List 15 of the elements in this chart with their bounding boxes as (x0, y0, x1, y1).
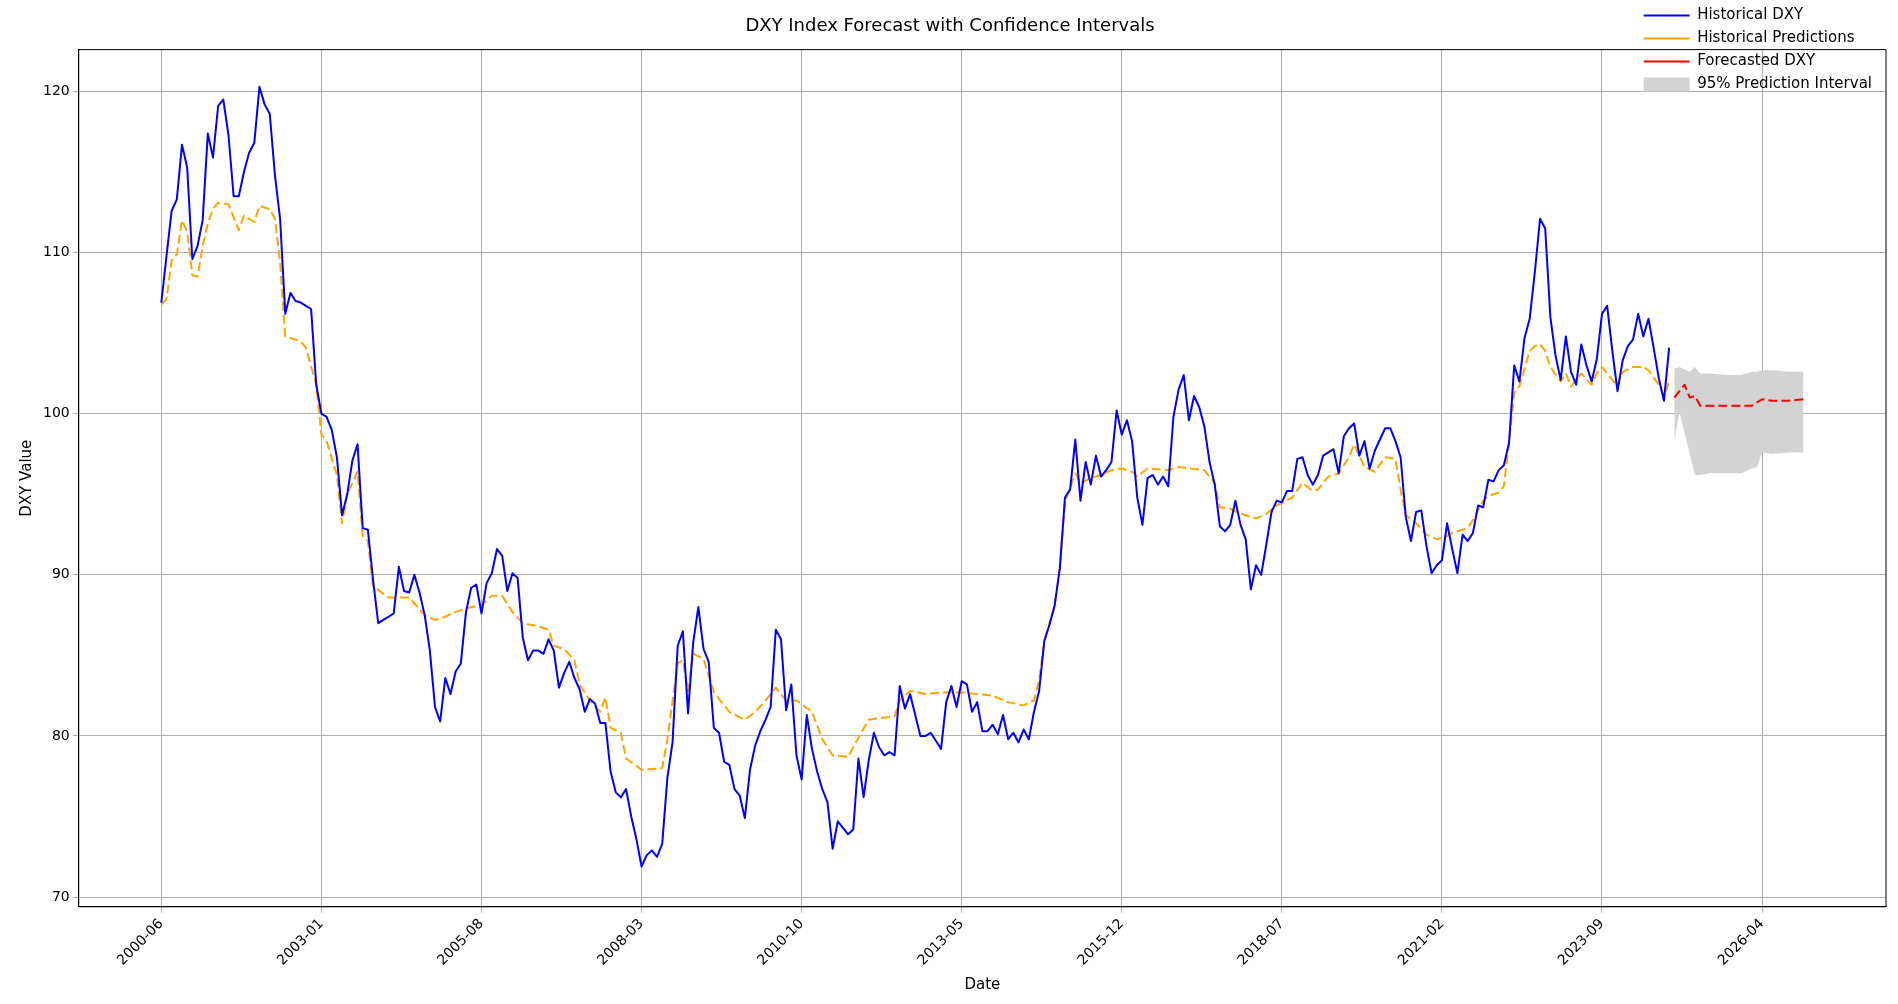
chart-title: DXY Index Forecast with Confidence Intervals (745, 14, 1155, 36)
line-series (1673, 383, 1805, 407)
y-tick-label: 120 (42, 82, 70, 99)
y-axis-title: DXY Value (16, 439, 35, 517)
line-series (160, 201, 1671, 771)
y-tick-label: 90 (51, 565, 70, 582)
legend-label: Historical DXY (1697, 5, 1805, 24)
legend-label: Historical Predictions (1697, 28, 1855, 47)
legend-label: 95% Prediction Interval (1697, 74, 1873, 93)
y-tick-label: 80 (51, 726, 70, 743)
y-tick-label: 110 (42, 243, 70, 260)
x-axis-title: Date (964, 974, 1001, 993)
legend-label: Forecasted DXY (1697, 51, 1816, 70)
y-tick-label: 70 (51, 887, 70, 904)
y-tick-label: 100 (42, 404, 70, 421)
